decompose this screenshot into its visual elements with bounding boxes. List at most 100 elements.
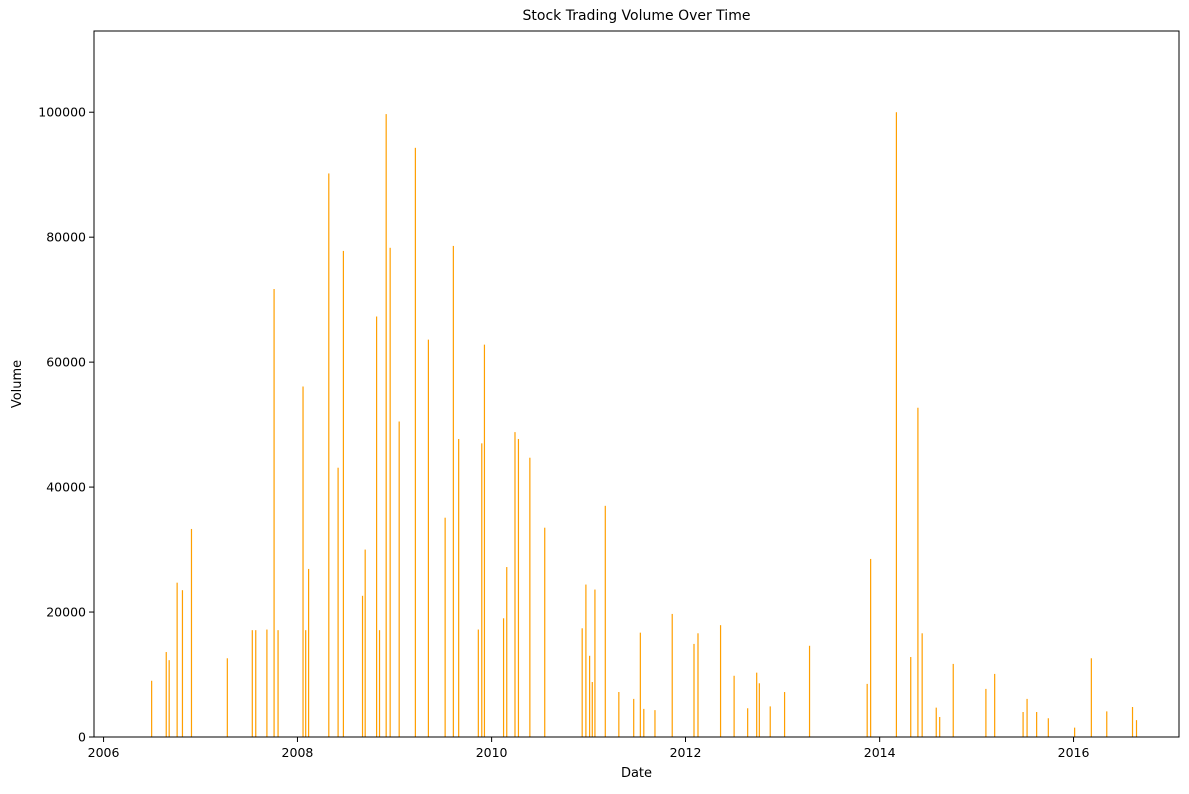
bar [190,528,193,737]
bar [361,595,364,737]
bar [502,618,505,737]
bar [452,245,454,738]
bar [483,344,486,737]
bar [1074,727,1076,737]
plot-frame [93,30,1180,738]
bar [506,567,508,737]
bar [952,663,954,737]
bar [921,633,923,737]
bar [176,582,178,737]
y-tick-label: 60000 [46,355,86,370]
bar [939,717,941,737]
bar [994,673,996,737]
x-tick-label: 2010 [476,745,508,760]
bar [1047,718,1049,737]
y-tick-label: 80000 [46,230,86,245]
bar [985,688,987,737]
bar [604,505,606,737]
bar [591,682,593,737]
bar [477,629,479,737]
x-tick-label: 2016 [1058,745,1090,760]
bar [910,657,912,737]
bar [769,706,771,737]
y-tick-label: 40000 [46,480,86,495]
bar [1131,707,1134,737]
bar [585,584,587,737]
y-tick-label: 100000 [38,105,86,120]
bar [444,517,446,737]
bar [654,710,656,737]
bar [756,672,758,737]
bar [305,630,307,737]
bar [181,590,184,737]
bar [255,630,257,737]
bar [581,628,583,737]
bar [517,438,520,737]
bar [427,339,429,737]
bar [747,708,749,737]
bar [277,630,279,737]
bar [226,658,228,737]
x-tick-label: 2008 [282,745,314,760]
bar [458,438,460,737]
x-tick-label: 2014 [864,745,896,760]
bar [302,386,304,737]
x-tick-label: 2012 [670,745,702,760]
bar [266,629,268,737]
bar [671,613,673,737]
bar [895,112,897,738]
bar [1036,712,1038,737]
bar [376,316,378,737]
bar [719,625,722,737]
y-axis-label: Volume [10,360,25,408]
chart-title: Stock Trading Volume Over Time [523,8,751,24]
bar [378,630,381,737]
bar [342,250,344,738]
bar [544,527,546,737]
bar [594,589,596,737]
bar [364,549,366,737]
bar [328,173,330,737]
bar [337,467,339,737]
bars-group [151,112,1138,738]
bar [414,147,416,737]
bar [389,247,391,738]
bar [514,432,516,737]
bar [639,632,641,737]
bar [151,680,153,737]
bar [1026,698,1028,737]
bar [168,660,170,737]
bar [385,114,387,738]
bar [870,558,872,737]
y-tick-label: 0 [78,730,86,745]
x-axis-label: Date [621,766,652,781]
bar [783,692,786,737]
bar [308,568,310,737]
y-tick-label: 20000 [46,605,86,620]
bar [693,643,695,737]
bar [1022,712,1024,737]
bar [589,655,591,737]
y-axis: 0 20000 40000 60000 80000 100000 [38,105,94,745]
bar [1090,658,1092,737]
bar [481,443,483,737]
bar [758,683,760,737]
x-axis: 2006 2008 2010 2012 2014 2016 [88,737,1090,760]
bar [273,289,275,737]
bar [643,708,645,737]
bar [618,692,620,737]
bar [1106,711,1108,737]
bar [935,707,937,737]
bar [1135,720,1138,737]
bar [398,421,400,737]
bar [917,407,919,737]
x-tick-label: 2006 [88,745,120,760]
bar [633,698,635,737]
bar [697,633,699,737]
bar [808,645,811,737]
bar [733,675,735,737]
bar [251,630,253,737]
bar [866,683,868,737]
